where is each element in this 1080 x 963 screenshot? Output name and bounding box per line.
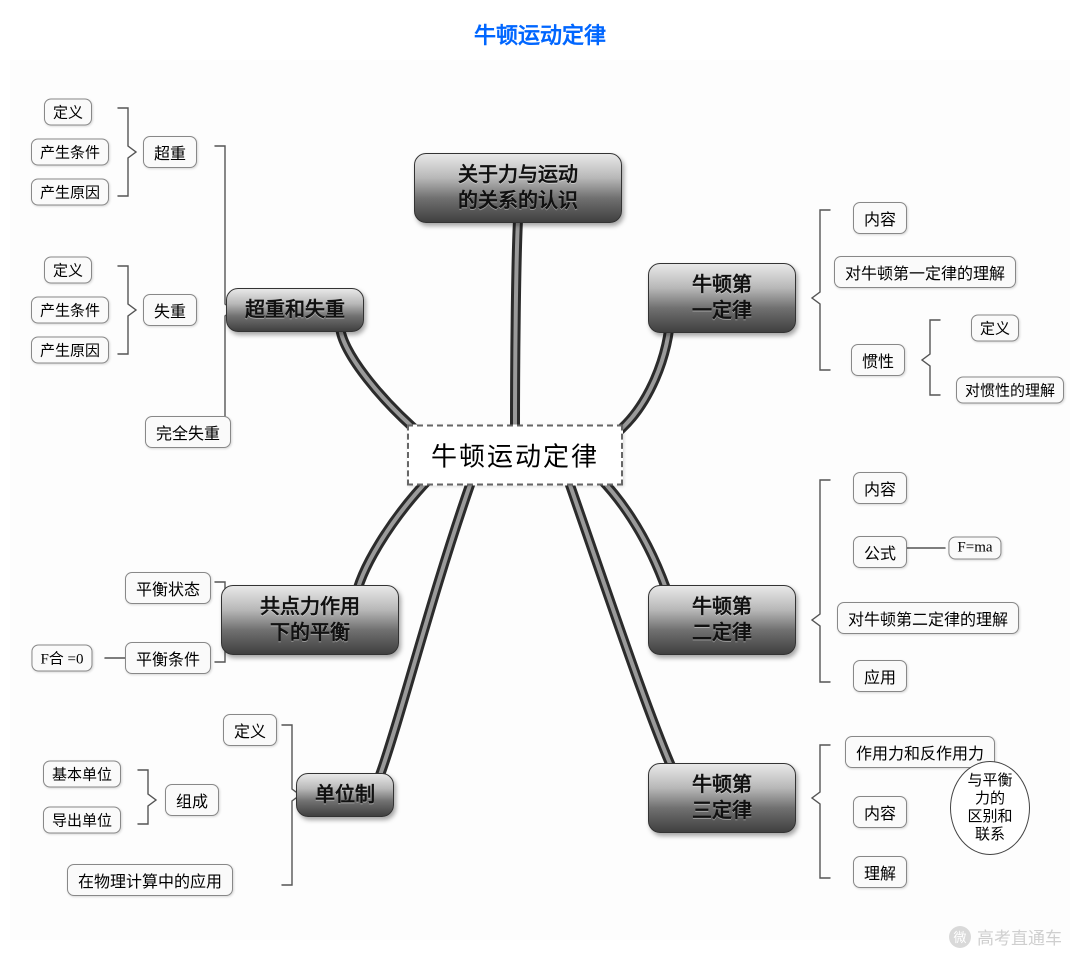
leaf-ow_lost: 失重 bbox=[143, 294, 197, 326]
leaf-ow_l_rsn: 产生原因 bbox=[31, 337, 109, 364]
leaf-n1_in_def: 定义 bbox=[971, 315, 1019, 342]
leaf-n2_form: 公式 bbox=[853, 536, 907, 568]
watermark: 微 高考直通车 bbox=[949, 924, 1062, 949]
leaf-n1_in_und: 对惯性的理解 bbox=[956, 377, 1064, 404]
leaf-ow_o_rsn: 产生原因 bbox=[31, 179, 109, 206]
leaf-n2_und: 对牛顿第二定律的理解 bbox=[837, 602, 1019, 634]
branch-b_rel: 关于力与运动的关系的认识 bbox=[414, 153, 622, 223]
leaf-ow_full: 完全失重 bbox=[145, 416, 231, 448]
branch-b_n1: 牛顿第一定律 bbox=[648, 263, 796, 333]
leaf-n1_cont: 内容 bbox=[853, 202, 907, 234]
branch-b_unit: 单位制 bbox=[296, 773, 394, 817]
leaf-ow_l_cond: 产生条件 bbox=[31, 297, 109, 324]
leaf-u_def: 定义 bbox=[223, 714, 277, 746]
leaf-eq_state: 平衡状态 bbox=[125, 572, 211, 604]
branch-b_ow: 超重和失重 bbox=[226, 288, 364, 332]
leaf-ow_over: 超重 bbox=[143, 136, 197, 168]
leaf-n2_app: 应用 bbox=[853, 660, 907, 692]
branch-b_n3: 牛顿第三定律 bbox=[648, 763, 796, 833]
leaf-n2_cont: 内容 bbox=[853, 472, 907, 504]
branch-b_n2: 牛顿第二定律 bbox=[648, 585, 796, 655]
center-node: 牛顿运动定律 bbox=[407, 425, 623, 486]
leaf-n3_act: 作用力和反作用力 bbox=[845, 736, 995, 768]
leaf-u_app: 在物理计算中的应用 bbox=[67, 864, 233, 896]
leaf-u_der: 导出单位 bbox=[43, 807, 121, 834]
leaf-u_comp: 组成 bbox=[165, 784, 219, 816]
thought-bubble: 与平衡力的区别和联系 bbox=[950, 761, 1030, 855]
leaf-n3_cont: 内容 bbox=[853, 796, 907, 828]
leaf-n2_fma: F=ma bbox=[948, 537, 1001, 560]
branch-b_eq: 共点力作用下的平衡 bbox=[221, 585, 399, 655]
mindmap-canvas: 牛顿运动定律 关于力与运动的关系的认识牛顿第一定律牛顿第二定律牛顿第三定律 超重和… bbox=[10, 60, 1070, 940]
page-title: 牛顿运动定律 bbox=[0, 18, 1080, 50]
leaf-ow_o_def: 定义 bbox=[44, 99, 92, 126]
leaf-ow_l_def: 定义 bbox=[44, 257, 92, 284]
watermark-text: 高考直通车 bbox=[977, 924, 1062, 949]
leaf-n1_und: 对牛顿第一定律的理解 bbox=[834, 256, 1016, 288]
leaf-eq_f0: F合 =0 bbox=[31, 645, 92, 672]
leaf-ow_o_cond: 产生条件 bbox=[31, 139, 109, 166]
wechat-icon: 微 bbox=[949, 926, 971, 948]
leaf-u_base: 基本单位 bbox=[43, 761, 121, 788]
leaf-eq_cond: 平衡条件 bbox=[125, 642, 211, 674]
leaf-n3_und: 理解 bbox=[853, 856, 907, 888]
leaf-n1_in: 惯性 bbox=[851, 344, 905, 376]
